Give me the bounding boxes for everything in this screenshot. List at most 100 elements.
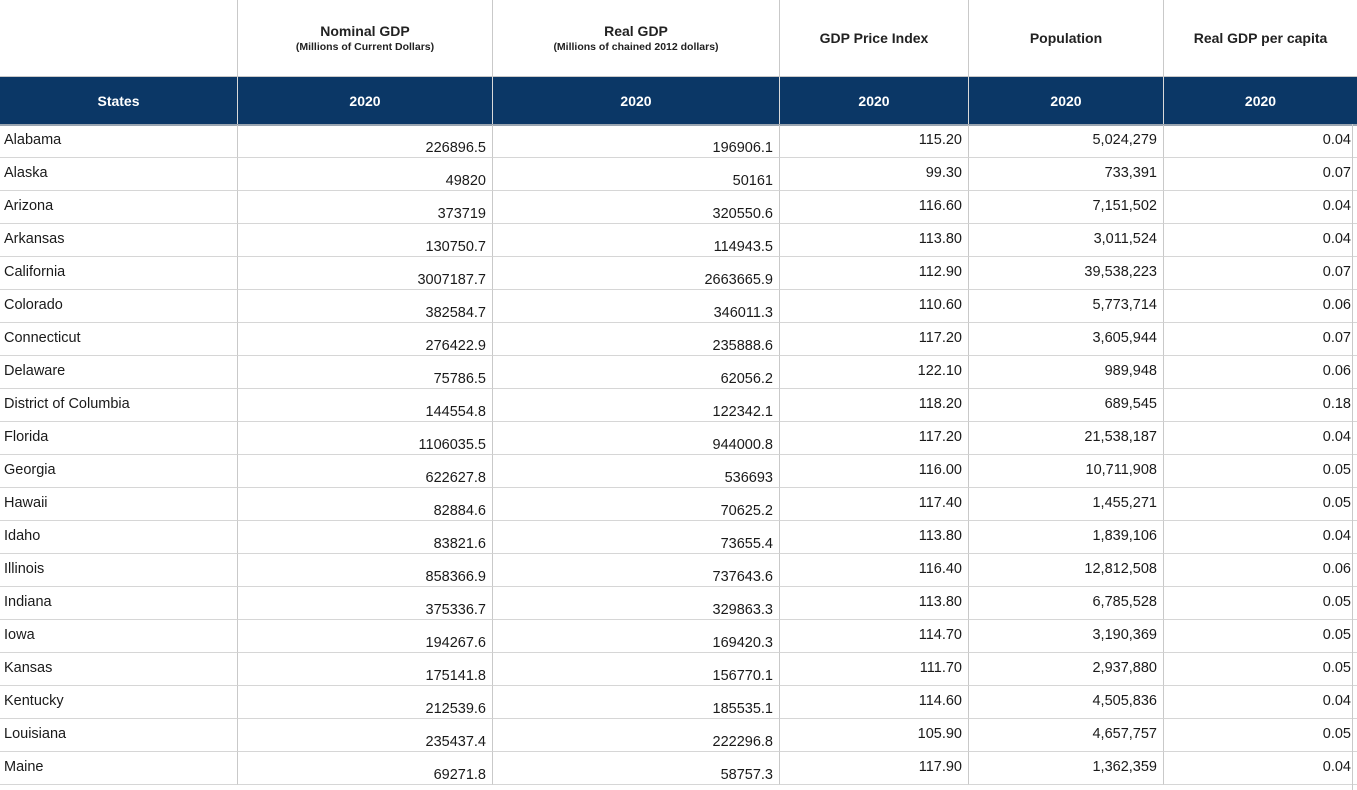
price-index-cell[interactable]: 117.90 xyxy=(780,752,969,785)
price-index-cell[interactable]: 116.60 xyxy=(780,191,969,224)
per-capita-cell[interactable]: 0.06 xyxy=(1164,356,1357,389)
title-cell-real-gdp[interactable]: Real GDP (Millions of chained 2012 dolla… xyxy=(493,0,780,77)
nominal-gdp-cell[interactable]: 144554.8 xyxy=(238,389,493,422)
price-index-cell[interactable]: 114.70 xyxy=(780,620,969,653)
nominal-gdp-cell[interactable]: 375336.7 xyxy=(238,587,493,620)
nominal-gdp-cell[interactable]: 83821.6 xyxy=(238,521,493,554)
per-capita-cell[interactable]: 0.04 xyxy=(1164,422,1357,455)
state-cell[interactable]: Arizona xyxy=(0,191,238,224)
price-index-cell[interactable]: 114.60 xyxy=(780,686,969,719)
real-gdp-cell[interactable]: 196906.1 xyxy=(493,125,780,158)
state-cell[interactable]: Indiana xyxy=(0,587,238,620)
population-cell[interactable]: 12,812,508 xyxy=(969,554,1164,587)
population-cell[interactable]: 1,455,271 xyxy=(969,488,1164,521)
population-cell[interactable]: 3,605,944 xyxy=(969,323,1164,356)
state-cell[interactable]: Kentucky xyxy=(0,686,238,719)
state-cell[interactable]: Louisiana xyxy=(0,719,238,752)
header-cell-nominal-year[interactable]: 2020 xyxy=(238,77,493,124)
population-cell[interactable]: 5,773,714 xyxy=(969,290,1164,323)
population-cell[interactable]: 989,948 xyxy=(969,356,1164,389)
price-index-cell[interactable]: 113.80 xyxy=(780,224,969,257)
population-cell[interactable]: 4,505,836 xyxy=(969,686,1164,719)
per-capita-cell[interactable]: 0.04 xyxy=(1164,125,1357,158)
population-cell[interactable]: 1,362,359 xyxy=(969,752,1164,785)
header-cell-price-year[interactable]: 2020 xyxy=(780,77,969,124)
per-capita-cell[interactable]: 0.05 xyxy=(1164,488,1357,521)
state-cell[interactable]: Connecticut xyxy=(0,323,238,356)
real-gdp-cell[interactable]: 62056.2 xyxy=(493,356,780,389)
per-capita-cell[interactable]: 0.05 xyxy=(1164,719,1357,752)
real-gdp-cell[interactable]: 70625.2 xyxy=(493,488,780,521)
real-gdp-cell[interactable]: 58757.3 xyxy=(493,752,780,785)
population-cell[interactable]: 3,190,369 xyxy=(969,620,1164,653)
price-index-cell[interactable]: 122.10 xyxy=(780,356,969,389)
nominal-gdp-cell[interactable]: 226896.5 xyxy=(238,125,493,158)
real-gdp-cell[interactable]: 737643.6 xyxy=(493,554,780,587)
per-capita-cell[interactable]: 0.04 xyxy=(1164,686,1357,719)
nominal-gdp-cell[interactable]: 382584.7 xyxy=(238,290,493,323)
nominal-gdp-cell[interactable]: 82884.6 xyxy=(238,488,493,521)
header-cell-population-year[interactable]: 2020 xyxy=(969,77,1164,124)
per-capita-cell[interactable]: 0.04 xyxy=(1164,752,1357,785)
real-gdp-cell[interactable]: 536693 xyxy=(493,455,780,488)
per-capita-cell[interactable]: 0.05 xyxy=(1164,455,1357,488)
nominal-gdp-cell[interactable]: 194267.6 xyxy=(238,620,493,653)
population-cell[interactable]: 6,785,528 xyxy=(969,587,1164,620)
per-capita-cell[interactable]: 0.18 xyxy=(1164,389,1357,422)
per-capita-cell[interactable]: 0.04 xyxy=(1164,191,1357,224)
header-cell-real-year[interactable]: 2020 xyxy=(493,77,780,124)
state-cell[interactable]: Idaho xyxy=(0,521,238,554)
population-cell[interactable]: 5,024,279 xyxy=(969,125,1164,158)
real-gdp-cell[interactable]: 235888.6 xyxy=(493,323,780,356)
nominal-gdp-cell[interactable]: 276422.9 xyxy=(238,323,493,356)
population-cell[interactable]: 21,538,187 xyxy=(969,422,1164,455)
price-index-cell[interactable]: 113.80 xyxy=(780,521,969,554)
state-cell[interactable]: Colorado xyxy=(0,290,238,323)
real-gdp-cell[interactable]: 2663665.9 xyxy=(493,257,780,290)
state-cell[interactable]: Arkansas xyxy=(0,224,238,257)
nominal-gdp-cell[interactable]: 1106035.5 xyxy=(238,422,493,455)
price-index-cell[interactable]: 118.20 xyxy=(780,389,969,422)
state-cell[interactable]: California xyxy=(0,257,238,290)
real-gdp-cell[interactable]: 122342.1 xyxy=(493,389,780,422)
real-gdp-cell[interactable]: 222296.8 xyxy=(493,719,780,752)
per-capita-cell[interactable]: 0.07 xyxy=(1164,323,1357,356)
nominal-gdp-cell[interactable]: 373719 xyxy=(238,191,493,224)
real-gdp-cell[interactable]: 944000.8 xyxy=(493,422,780,455)
population-cell[interactable]: 4,657,757 xyxy=(969,719,1164,752)
price-index-cell[interactable]: 99.30 xyxy=(780,158,969,191)
per-capita-cell[interactable]: 0.06 xyxy=(1164,554,1357,587)
price-index-cell[interactable]: 110.60 xyxy=(780,290,969,323)
price-index-cell[interactable]: 116.00 xyxy=(780,455,969,488)
state-cell[interactable]: Hawaii xyxy=(0,488,238,521)
price-index-cell[interactable]: 116.40 xyxy=(780,554,969,587)
per-capita-cell[interactable]: 0.05 xyxy=(1164,620,1357,653)
real-gdp-cell[interactable]: 50161 xyxy=(493,158,780,191)
nominal-gdp-cell[interactable]: 212539.6 xyxy=(238,686,493,719)
real-gdp-cell[interactable]: 346011.3 xyxy=(493,290,780,323)
real-gdp-cell[interactable]: 73655.4 xyxy=(493,521,780,554)
population-cell[interactable]: 7,151,502 xyxy=(969,191,1164,224)
state-cell[interactable]: Illinois xyxy=(0,554,238,587)
price-index-cell[interactable]: 117.40 xyxy=(780,488,969,521)
nominal-gdp-cell[interactable]: 69271.8 xyxy=(238,752,493,785)
nominal-gdp-cell[interactable]: 858366.9 xyxy=(238,554,493,587)
per-capita-cell[interactable]: 0.06 xyxy=(1164,290,1357,323)
state-cell[interactable]: Maine xyxy=(0,752,238,785)
per-capita-cell[interactable]: 0.07 xyxy=(1164,158,1357,191)
nominal-gdp-cell[interactable]: 49820 xyxy=(238,158,493,191)
price-index-cell[interactable]: 113.80 xyxy=(780,587,969,620)
header-cell-states[interactable]: States xyxy=(0,77,238,124)
price-index-cell[interactable]: 111.70 xyxy=(780,653,969,686)
state-cell[interactable]: Alaska xyxy=(0,158,238,191)
real-gdp-cell[interactable]: 320550.6 xyxy=(493,191,780,224)
population-cell[interactable]: 3,011,524 xyxy=(969,224,1164,257)
real-gdp-cell[interactable]: 329863.3 xyxy=(493,587,780,620)
state-cell[interactable]: Kansas xyxy=(0,653,238,686)
per-capita-cell[interactable]: 0.04 xyxy=(1164,521,1357,554)
real-gdp-cell[interactable]: 169420.3 xyxy=(493,620,780,653)
nominal-gdp-cell[interactable]: 75786.5 xyxy=(238,356,493,389)
title-cell-blank[interactable] xyxy=(0,0,238,77)
per-capita-cell[interactable]: 0.07 xyxy=(1164,257,1357,290)
price-index-cell[interactable]: 117.20 xyxy=(780,323,969,356)
